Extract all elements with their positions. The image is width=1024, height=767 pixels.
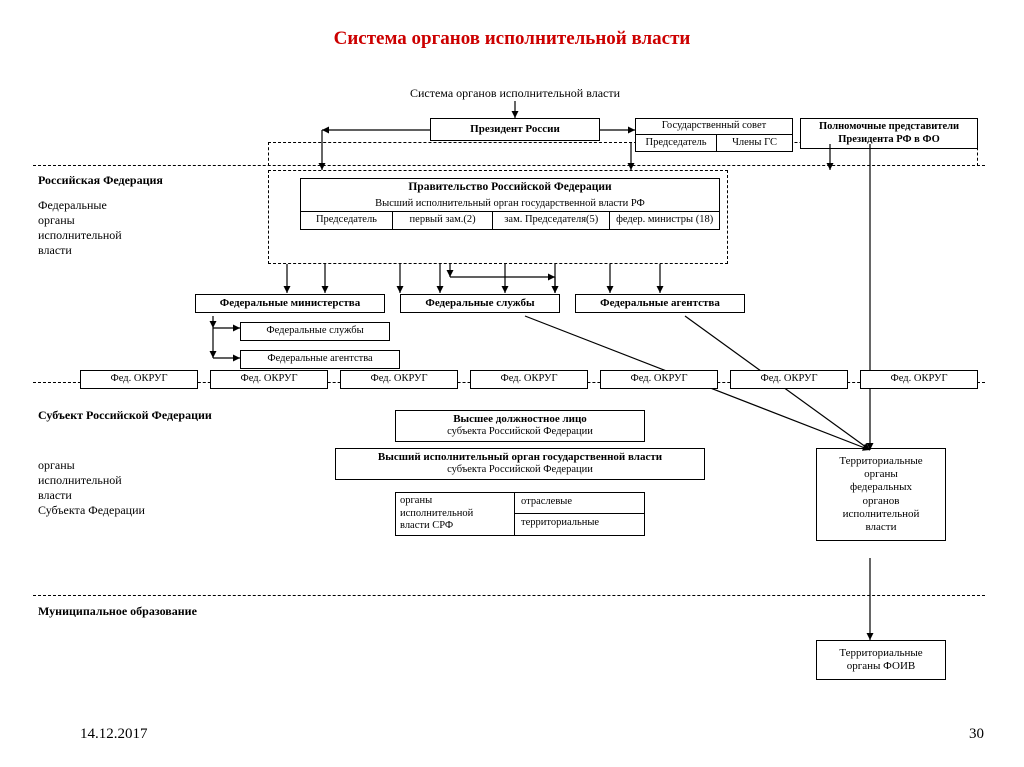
node-fed-agencies: Федеральные агентства: [575, 294, 745, 313]
footer-page: 30: [969, 726, 984, 743]
section-subject-sub: органы исполнительной власти Субъекта Фе…: [38, 458, 145, 518]
node-fed-sub1: Федеральные службы: [240, 322, 390, 341]
gov-sub: Высший исполнительный орган государствен…: [301, 197, 719, 213]
okrug-0: Фед. ОКРУГ: [80, 370, 198, 389]
srf-r1: отраслевые: [515, 493, 644, 514]
section-rf: Российская Федерация: [38, 173, 163, 188]
node-president: Президент России: [430, 118, 600, 141]
srf-r2: территориальные: [515, 514, 644, 534]
node-vdl: Высшее должностное лицо субъекта Российс…: [395, 410, 645, 442]
srf-left: органы исполнительной власти СРФ: [396, 493, 515, 535]
gov-cell-1: первый зам.(2): [393, 212, 493, 229]
node-fed-ministries: Федеральные министерства: [195, 294, 385, 313]
okrug-5: Фед. ОКРУГ: [730, 370, 848, 389]
okrug-3: Фед. ОКРУГ: [470, 370, 588, 389]
diagram-subtitle: Система органов исполнительной власти: [350, 86, 680, 101]
separator-mun: [33, 595, 985, 596]
vio-sub: субъекта Российской Федерации: [338, 464, 702, 477]
gov-title: Правительство Российской Федерации: [301, 179, 719, 197]
vdl-title: Высшее должностное лицо: [398, 413, 642, 426]
footer-date: 14.12.2017: [80, 726, 148, 743]
section-rf-sub: Федеральные органы исполнительной власти: [38, 198, 122, 258]
page-title: Система органов исполнительной власти: [0, 28, 1024, 50]
node-gossovet: Государственный совет Председатель Члены…: [635, 118, 793, 152]
okrug-2: Фед. ОКРУГ: [340, 370, 458, 389]
gossovet-right: Члены ГС: [717, 135, 792, 152]
vdl-sub: субъекта Российской Федерации: [398, 426, 642, 439]
gov-cell-2: зам. Председателя(5): [493, 212, 610, 229]
node-terr1: Территориальные органы федеральных орган…: [816, 448, 946, 541]
okrug-6: Фед. ОКРУГ: [860, 370, 978, 389]
node-srf: органы исполнительной власти СРФ отрасле…: [395, 492, 645, 536]
node-fed-services: Федеральные службы: [400, 294, 560, 313]
gossovet-title: Государственный совет: [636, 119, 792, 135]
okrug-4: Фед. ОКРУГ: [600, 370, 718, 389]
node-vio: Высший исполнительный орган государствен…: [335, 448, 705, 480]
gossovet-left: Председатель: [636, 135, 717, 152]
node-terr2: Территориальные органы ФОИВ: [816, 640, 946, 680]
node-polpred: Полномочные представители Президента РФ …: [800, 118, 978, 149]
okrug-1: Фед. ОКРУГ: [210, 370, 328, 389]
gov-cell-3: федер. министры (18): [610, 212, 719, 229]
section-mun: Муниципальное образование: [38, 604, 197, 619]
node-government: Правительство Российской Федерации Высши…: [300, 178, 720, 230]
gov-cell-0: Председатель: [301, 212, 393, 229]
node-fed-sub2: Федеральные агентства: [240, 350, 400, 369]
vio-title: Высший исполнительный орган государствен…: [338, 451, 702, 464]
section-subject: Субъект Российской Федерации: [38, 408, 212, 423]
